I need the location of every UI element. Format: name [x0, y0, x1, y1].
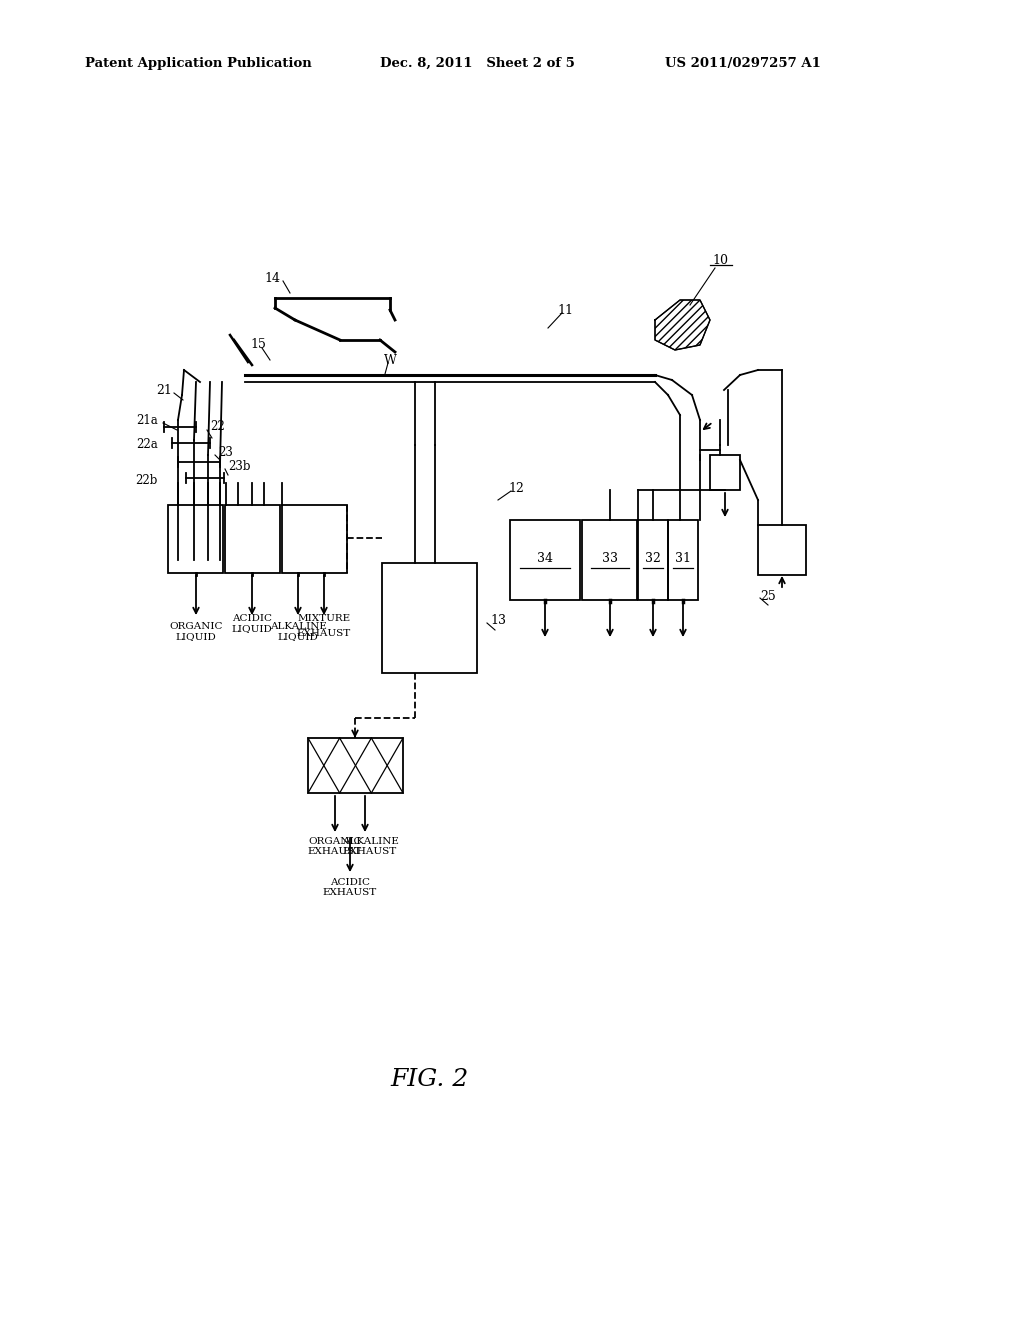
- Text: 22: 22: [210, 421, 224, 433]
- Text: 22a: 22a: [136, 438, 158, 451]
- Text: 13: 13: [490, 614, 506, 627]
- Bar: [382, 564, 477, 673]
- Text: ORGANIC
EXHAUST: ORGANIC EXHAUST: [308, 837, 362, 857]
- Bar: [582, 520, 637, 601]
- Text: 12: 12: [508, 482, 524, 495]
- Text: US 2011/0297257 A1: US 2011/0297257 A1: [665, 57, 821, 70]
- Text: Patent Application Publication: Patent Application Publication: [85, 57, 311, 70]
- Text: ACIDIC
EXHAUST: ACIDIC EXHAUST: [323, 878, 377, 898]
- Bar: [308, 738, 403, 793]
- Text: FIG. 2: FIG. 2: [391, 1068, 469, 1092]
- Text: W: W: [384, 354, 396, 367]
- Text: ALKALINE
EXHAUST: ALKALINE EXHAUST: [342, 837, 398, 857]
- Text: 25: 25: [760, 590, 776, 602]
- Text: 32: 32: [645, 552, 660, 565]
- Bar: [710, 455, 740, 490]
- Text: 10: 10: [712, 253, 728, 267]
- Text: 33: 33: [602, 552, 618, 565]
- Bar: [668, 520, 698, 601]
- Text: ACIDIC
LIQUID: ACIDIC LIQUID: [231, 614, 272, 634]
- Text: 31: 31: [675, 552, 691, 565]
- Text: 21: 21: [156, 384, 172, 396]
- Text: Dec. 8, 2011   Sheet 2 of 5: Dec. 8, 2011 Sheet 2 of 5: [380, 57, 574, 70]
- Text: ORGANIC
LIQUID: ORGANIC LIQUID: [169, 622, 223, 642]
- Bar: [168, 506, 223, 573]
- Bar: [282, 506, 347, 573]
- Text: 22b: 22b: [135, 474, 158, 487]
- Text: 15: 15: [250, 338, 266, 351]
- Bar: [510, 520, 580, 601]
- Text: 34: 34: [537, 552, 553, 565]
- Bar: [225, 506, 280, 573]
- Text: 23b: 23b: [228, 459, 251, 473]
- Bar: [758, 525, 806, 576]
- Text: MIXTURE: MIXTURE: [297, 614, 350, 623]
- Text: ALKALINE
LIQUID: ALKALINE LIQUID: [269, 622, 327, 642]
- Bar: [638, 520, 668, 601]
- Text: 23: 23: [218, 446, 232, 458]
- Text: EXHAUST: EXHAUST: [297, 630, 351, 638]
- Text: 14: 14: [264, 272, 280, 285]
- Text: 21a: 21a: [136, 413, 158, 426]
- Text: 11: 11: [557, 304, 573, 317]
